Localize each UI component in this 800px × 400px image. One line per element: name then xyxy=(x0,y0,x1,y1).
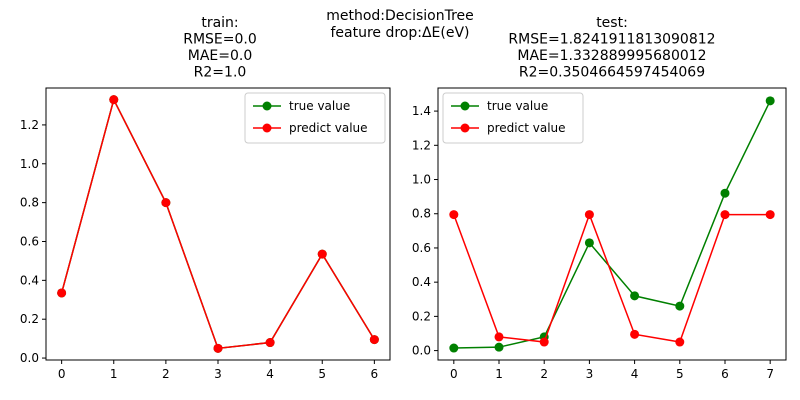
data-point xyxy=(584,210,594,220)
legend-label: predict value xyxy=(487,121,566,135)
legend-swatch-marker xyxy=(460,101,470,111)
x-tick-label: 6 xyxy=(371,367,379,381)
data-point xyxy=(494,342,504,352)
legend-label: predict value xyxy=(289,121,368,135)
y-tick-label: 0.4 xyxy=(412,275,431,289)
x-tick-label: 6 xyxy=(721,367,729,381)
series-line xyxy=(453,212,771,343)
x-tick-label: 2 xyxy=(540,367,548,381)
y-tick-label: 0.0 xyxy=(20,351,39,365)
data-point xyxy=(213,343,223,353)
y-tick-label: 0.0 xyxy=(412,344,431,358)
chart-title-line: R2=0.3504664597454069 xyxy=(519,65,705,81)
x-tick-label: 1 xyxy=(110,367,118,381)
figure-title-line-2: feature drop:ΔE(eV) xyxy=(330,25,469,41)
chart-title-line: MAE=0.0 xyxy=(188,48,253,64)
x-tick-label: 3 xyxy=(586,367,594,381)
data-point xyxy=(584,238,594,248)
data-point xyxy=(449,343,459,353)
data-point xyxy=(317,249,327,259)
data-point xyxy=(720,210,730,220)
data-point xyxy=(720,188,730,198)
data-point xyxy=(265,338,275,348)
x-tick-label: 3 xyxy=(214,367,222,381)
data-point xyxy=(369,335,379,345)
data-point xyxy=(630,291,640,301)
data-point xyxy=(161,198,171,208)
x-tick-label: 1 xyxy=(495,367,503,381)
data-point xyxy=(675,301,685,311)
series-line xyxy=(453,100,771,349)
legend-swatch-marker xyxy=(262,123,272,133)
data-point xyxy=(539,337,549,347)
data-point xyxy=(449,210,459,220)
y-tick-label: 0.6 xyxy=(412,241,431,255)
data-point xyxy=(675,337,685,347)
chart-title-line: test: xyxy=(596,15,628,31)
legend-swatch-marker xyxy=(262,101,272,111)
y-tick-label: 1.4 xyxy=(412,104,431,118)
data-point xyxy=(765,96,775,106)
chart-title-line: RMSE=1.8241911813090812 xyxy=(508,32,715,48)
y-tick-label: 0.8 xyxy=(412,207,431,221)
y-tick-label: 1.0 xyxy=(20,157,39,171)
y-tick-label: 0.2 xyxy=(20,312,39,326)
x-tick-label: 5 xyxy=(676,367,684,381)
data-point xyxy=(109,95,119,105)
y-tick-label: 0.4 xyxy=(20,273,39,287)
data-point xyxy=(765,210,775,220)
legend: true value predict value xyxy=(442,92,584,144)
chart-title-line: MAE=1.332889995680012 xyxy=(517,48,706,64)
test-chart: test:RMSE=1.8241911813090812MAE=1.332889… xyxy=(412,15,787,381)
y-tick-label: 1.2 xyxy=(20,118,39,132)
figure-title-line-1: method:DecisionTree xyxy=(326,8,474,24)
data-point xyxy=(57,288,67,298)
x-tick-label: 4 xyxy=(266,367,274,381)
x-tick-label: 2 xyxy=(162,367,170,381)
x-tick-label: 5 xyxy=(318,367,326,381)
x-tick-label: 4 xyxy=(631,367,639,381)
legend-swatch-marker xyxy=(460,123,470,133)
y-tick-label: 0.8 xyxy=(20,196,39,210)
axes-frame xyxy=(437,87,787,361)
y-tick-label: 1.0 xyxy=(412,173,431,187)
legend: true value predict value xyxy=(244,92,386,144)
chart-title-line: RMSE=0.0 xyxy=(183,32,257,48)
y-tick-label: 0.2 xyxy=(412,309,431,323)
legend-label: true value xyxy=(487,99,548,113)
x-tick-label: 7 xyxy=(766,367,774,381)
y-tick-label: 0.6 xyxy=(20,234,39,248)
legend-label: true value xyxy=(289,99,350,113)
data-point xyxy=(494,332,504,342)
data-point xyxy=(630,329,640,339)
y-tick-label: 1.2 xyxy=(412,138,431,152)
x-tick-label: 0 xyxy=(450,367,458,381)
chart-title-line: train: xyxy=(201,15,238,31)
x-tick-label: 0 xyxy=(58,367,66,381)
chart-title-line: R2=1.0 xyxy=(194,65,247,81)
